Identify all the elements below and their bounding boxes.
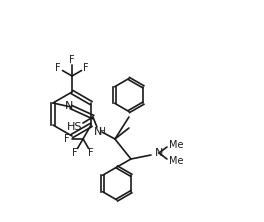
Text: H: H — [98, 127, 105, 137]
Text: F: F — [88, 148, 94, 158]
Text: N: N — [155, 148, 163, 158]
Text: N: N — [65, 101, 73, 111]
Text: HS: HS — [67, 122, 83, 132]
Text: F: F — [55, 63, 61, 73]
Text: Me: Me — [169, 140, 183, 150]
Text: Me: Me — [169, 156, 183, 166]
Text: N: N — [94, 127, 102, 137]
Text: F: F — [69, 55, 75, 65]
Text: F: F — [64, 134, 70, 144]
Text: F: F — [83, 63, 89, 73]
Text: F: F — [72, 148, 78, 158]
